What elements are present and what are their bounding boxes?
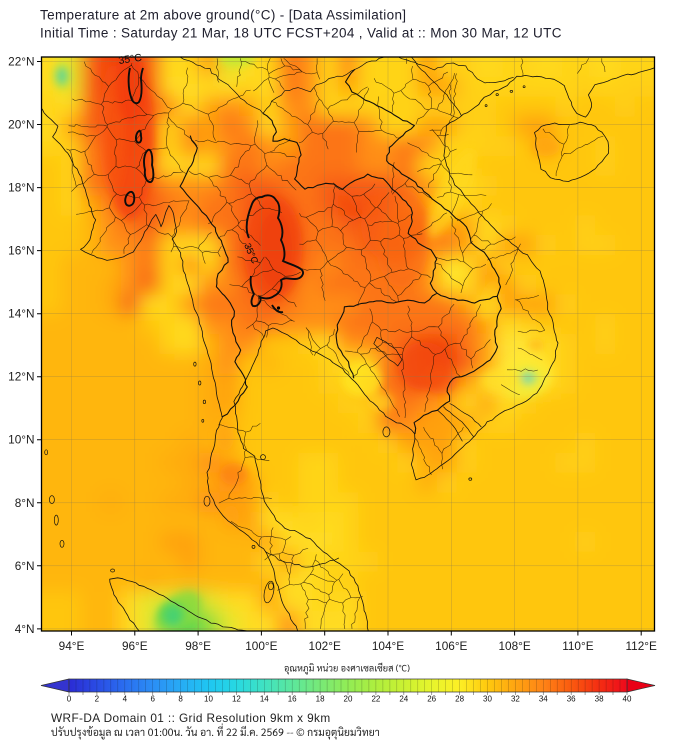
svg-text:108°E: 108°E [498,639,530,653]
svg-text:24: 24 [399,695,408,704]
svg-text:98°E: 98°E [185,639,211,653]
svg-text:4: 4 [123,695,128,704]
svg-text:96°E: 96°E [122,639,148,653]
svg-text:0: 0 [67,695,72,704]
svg-text:12: 12 [232,695,241,704]
svg-text:2: 2 [95,695,100,704]
svg-text:16°N: 16°N [8,244,34,258]
svg-text:104°E: 104°E [372,639,404,653]
svg-text:20: 20 [344,695,353,704]
svg-text:6: 6 [150,695,155,704]
svg-text:4°N: 4°N [15,622,35,636]
svg-text:94°E: 94°E [59,639,85,653]
svg-text:12°N: 12°N [8,370,34,384]
svg-text:6°N: 6°N [15,559,35,573]
svg-text:14: 14 [260,695,269,704]
svg-text:112°E: 112°E [625,639,657,653]
svg-text:Initial Time : Saturday 21 Mar: Initial Time : Saturday 21 Mar, 18 UTC F… [40,26,562,41]
svg-text:32: 32 [511,695,520,704]
svg-text:26: 26 [427,695,436,704]
svg-text:34: 34 [539,695,548,704]
svg-text:36: 36 [567,695,576,704]
svg-text:8: 8 [178,695,183,704]
svg-text:35°C: 35°C [118,52,143,67]
svg-text:38: 38 [595,695,604,704]
svg-text:22: 22 [371,695,380,704]
svg-text:10°N: 10°N [8,433,34,447]
svg-text:30: 30 [483,695,492,704]
svg-text:106°E: 106°E [435,639,467,653]
svg-text:18°N: 18°N [8,181,34,195]
svg-text:102°E: 102°E [309,639,341,653]
svg-text:16: 16 [288,695,297,704]
svg-text:40: 40 [623,695,632,704]
svg-text:22°N: 22°N [8,55,34,69]
svg-text:10: 10 [204,695,213,704]
svg-text:WRF-DA Domain 01 :: Grid Resol: WRF-DA Domain 01 :: Grid Resolution 9km … [51,711,331,725]
svg-text:110°E: 110°E [562,639,594,653]
svg-text:Temperature at 2m above ground: Temperature at 2m above ground(°C) - [Da… [40,8,406,23]
svg-text:8°N: 8°N [15,496,35,510]
svg-text:28: 28 [455,695,464,704]
svg-text:20°N: 20°N [8,118,34,132]
svg-text:100°E: 100°E [245,639,277,653]
svg-text:14°N: 14°N [8,307,34,321]
svg-text:18: 18 [316,695,325,704]
